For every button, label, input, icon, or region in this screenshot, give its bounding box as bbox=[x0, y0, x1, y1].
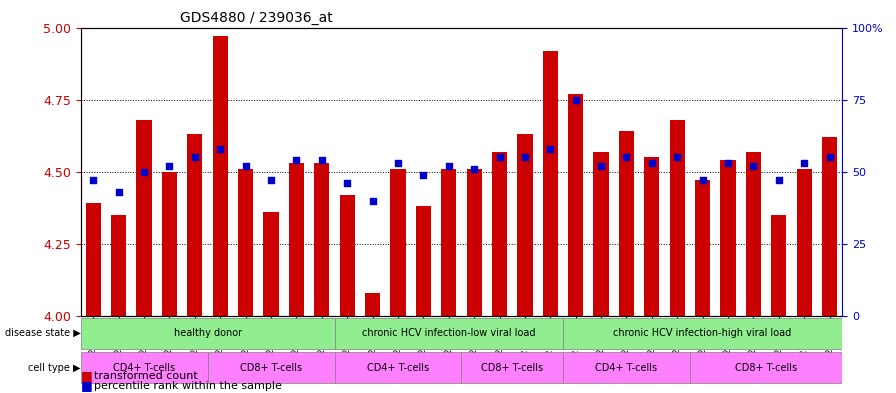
Bar bbox=[365, 293, 380, 316]
Bar bbox=[461, 28, 563, 316]
Bar bbox=[340, 195, 355, 316]
Bar bbox=[517, 134, 532, 316]
Point bbox=[493, 154, 507, 160]
Point bbox=[314, 157, 329, 163]
Bar bbox=[568, 94, 583, 316]
Point bbox=[86, 177, 100, 184]
Text: ■: ■ bbox=[81, 369, 92, 382]
Point bbox=[518, 154, 532, 160]
Point bbox=[137, 169, 151, 175]
Text: disease state ▶: disease state ▶ bbox=[4, 328, 81, 338]
FancyBboxPatch shape bbox=[563, 318, 842, 349]
Bar bbox=[334, 28, 461, 316]
Bar bbox=[136, 120, 151, 316]
Point bbox=[416, 171, 430, 178]
Point bbox=[238, 163, 253, 169]
Point bbox=[366, 197, 380, 204]
FancyBboxPatch shape bbox=[334, 352, 461, 384]
Text: healthy donor: healthy donor bbox=[174, 328, 242, 338]
Text: transformed count: transformed count bbox=[94, 371, 198, 381]
Point bbox=[442, 163, 456, 169]
FancyBboxPatch shape bbox=[334, 318, 563, 349]
Point bbox=[797, 160, 812, 166]
Text: ■: ■ bbox=[81, 379, 92, 392]
Point bbox=[771, 177, 786, 184]
Bar bbox=[81, 28, 208, 316]
Point bbox=[543, 145, 557, 152]
FancyBboxPatch shape bbox=[81, 352, 208, 384]
Text: CD4+ T-cells: CD4+ T-cells bbox=[366, 363, 429, 373]
FancyBboxPatch shape bbox=[208, 352, 334, 384]
Bar bbox=[467, 169, 482, 316]
Text: chronic HCV infection-low viral load: chronic HCV infection-low viral load bbox=[362, 328, 536, 338]
Bar bbox=[563, 28, 690, 316]
Point bbox=[569, 96, 583, 103]
Text: chronic HCV infection-high viral load: chronic HCV infection-high viral load bbox=[614, 328, 792, 338]
Bar bbox=[771, 215, 787, 316]
Text: GDS4880 / 239036_at: GDS4880 / 239036_at bbox=[179, 11, 332, 25]
Bar bbox=[391, 169, 406, 316]
FancyBboxPatch shape bbox=[461, 352, 563, 384]
Bar bbox=[543, 51, 558, 316]
Text: CD8+ T-cells: CD8+ T-cells bbox=[481, 363, 543, 373]
Text: CD4+ T-cells: CD4+ T-cells bbox=[595, 363, 658, 373]
Point bbox=[391, 160, 405, 166]
Bar bbox=[289, 163, 304, 316]
FancyBboxPatch shape bbox=[81, 318, 334, 349]
Point bbox=[467, 166, 481, 172]
Point bbox=[746, 163, 761, 169]
Bar bbox=[619, 131, 634, 316]
Bar bbox=[695, 180, 711, 316]
Bar bbox=[690, 28, 842, 316]
Point bbox=[187, 154, 202, 160]
Bar bbox=[314, 163, 330, 316]
Bar bbox=[238, 169, 254, 316]
Bar bbox=[208, 28, 334, 316]
Bar bbox=[263, 212, 279, 316]
Bar bbox=[644, 157, 659, 316]
Bar bbox=[416, 206, 431, 316]
Point bbox=[823, 154, 837, 160]
Text: CD8+ T-cells: CD8+ T-cells bbox=[240, 363, 302, 373]
FancyBboxPatch shape bbox=[563, 352, 690, 384]
Bar bbox=[441, 169, 456, 316]
Bar bbox=[212, 36, 228, 316]
Point bbox=[594, 163, 608, 169]
Bar bbox=[797, 169, 812, 316]
Bar bbox=[593, 152, 608, 316]
Point bbox=[695, 177, 710, 184]
Point bbox=[619, 154, 633, 160]
Bar bbox=[492, 152, 507, 316]
Point bbox=[720, 160, 735, 166]
FancyBboxPatch shape bbox=[690, 352, 842, 384]
Bar bbox=[745, 152, 761, 316]
Bar bbox=[720, 160, 736, 316]
Point bbox=[670, 154, 685, 160]
Point bbox=[289, 157, 304, 163]
Point bbox=[263, 177, 278, 184]
Bar bbox=[111, 215, 126, 316]
Text: CD4+ T-cells: CD4+ T-cells bbox=[113, 363, 176, 373]
Text: CD8+ T-cells: CD8+ T-cells bbox=[735, 363, 797, 373]
Point bbox=[645, 160, 659, 166]
Point bbox=[111, 189, 125, 195]
Bar bbox=[162, 172, 177, 316]
Point bbox=[162, 163, 177, 169]
Text: cell type ▶: cell type ▶ bbox=[28, 363, 81, 373]
Bar bbox=[86, 204, 101, 316]
Point bbox=[340, 180, 354, 186]
Bar bbox=[669, 120, 685, 316]
Text: percentile rank within the sample: percentile rank within the sample bbox=[94, 381, 282, 391]
Bar bbox=[187, 134, 202, 316]
Bar bbox=[822, 137, 837, 316]
Point bbox=[213, 145, 228, 152]
